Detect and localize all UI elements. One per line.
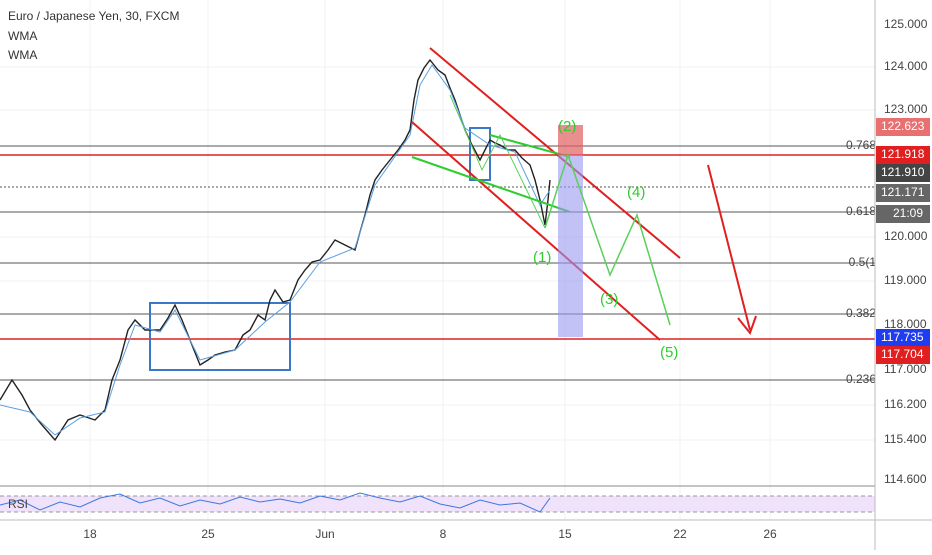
fib-label: 0.768 (846, 138, 876, 152)
price-label: 114.600 (884, 472, 927, 486)
price-tag: 121.918 (881, 147, 925, 161)
time-label: 18 (83, 527, 97, 541)
tag-bg (876, 118, 930, 136)
time-label: 25 (201, 527, 215, 541)
price-tag: 117.735 (881, 330, 924, 344)
fib-label: 0.5(1 (849, 255, 877, 269)
arrow (707, 164, 751, 331)
wave-label: (2) (558, 118, 576, 135)
indicator-label: WMA (8, 48, 37, 62)
tag-bg (876, 329, 930, 347)
fib-labels: 0.768 0.618 0.5(1 0.382 0.236 (846, 138, 876, 386)
indicator-label: WMA (8, 29, 37, 43)
triangle (411, 134, 571, 213)
reward-zone (558, 155, 583, 337)
fib-label: 0.618 (846, 204, 876, 218)
price-label: 117.000 (884, 362, 927, 376)
arrow-head (737, 315, 757, 336)
fib-label: 0.382 (846, 306, 876, 320)
wave-label: (1) (533, 249, 551, 266)
time-label: 8 (440, 527, 447, 541)
price-tags: 122.623 121.918 121.910 121.171 21:09 11… (876, 118, 930, 364)
price-tag: 21:09 (893, 206, 923, 220)
wave-label: (4) (627, 184, 645, 201)
price-label: 125.000 (884, 17, 928, 31)
tag-bg (876, 184, 930, 202)
symbol-title: Euro / Japanese Yen, 30, FXCM (8, 9, 179, 23)
rsi-line (0, 492, 551, 513)
tag-bg (876, 205, 930, 223)
time-label: Jun (315, 527, 334, 541)
wave-label: (3) (600, 291, 618, 308)
price-label: 119.000 (884, 273, 927, 287)
range-box (149, 302, 291, 371)
price-label: 120.000 (884, 229, 928, 243)
tag-bg (876, 346, 930, 364)
price-tag: 117.704 (881, 347, 924, 361)
time-label: 22 (673, 527, 687, 541)
time-label: 26 (763, 527, 777, 541)
tag-bg (876, 146, 930, 164)
wave-label: (5) (660, 344, 678, 361)
wave-path-inner (449, 94, 546, 229)
tag-bg (876, 164, 930, 182)
time-axis: 18 25 Jun 8 15 22 26 (83, 527, 777, 541)
fib-lines (0, 145, 875, 381)
price-label: 118.000 (884, 317, 927, 331)
risk-zone (558, 125, 583, 155)
price-line (0, 58, 551, 442)
fib-label: 0.236 (846, 372, 876, 386)
price-label: 124.000 (884, 59, 928, 73)
wave-path (544, 152, 671, 326)
price-tag: 121.910 (881, 165, 925, 179)
price-axis: 125.000 124.000 123.000 120.000 119.000 … (884, 17, 928, 486)
rsi-band (0, 496, 875, 512)
price-label: 123.000 (884, 102, 928, 116)
price-tag: 121.171 (881, 185, 925, 199)
price-tag: 122.623 (881, 119, 925, 133)
wma-line (0, 64, 551, 436)
price-label: 116.200 (884, 397, 927, 411)
time-label: 15 (558, 527, 572, 541)
rsi-label: RSI (8, 497, 28, 511)
price-label: 115.400 (884, 432, 927, 446)
